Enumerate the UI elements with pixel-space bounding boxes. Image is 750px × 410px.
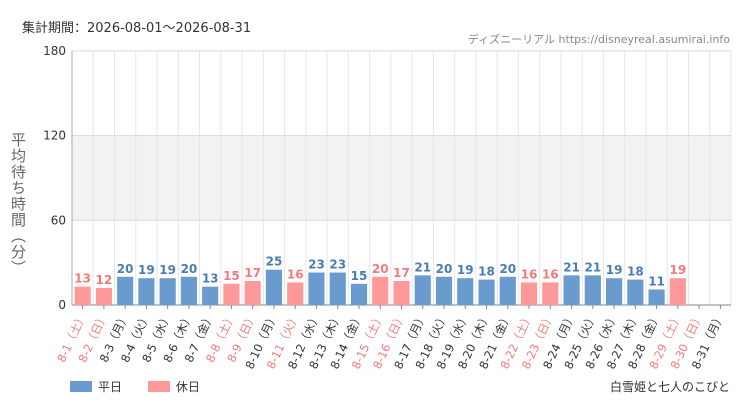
bar-value-label: 13: [74, 272, 91, 286]
bar-value-label: 23: [329, 258, 346, 272]
bar-value-label: 25: [266, 255, 283, 269]
bar-value-label: 15: [351, 269, 368, 283]
legend-weekday-label: 平日: [98, 380, 123, 394]
bar-value-label: 20: [181, 262, 198, 276]
bar-value-label: 19: [138, 263, 155, 277]
site-credit: ディズニーリアル https://disneyreal.asumirai.inf…: [467, 33, 730, 46]
legend-holiday-swatch: [147, 381, 170, 392]
y-tick-label: 120: [43, 129, 66, 143]
bar-value-label: 17: [244, 266, 261, 280]
bar: [372, 276, 389, 305]
bar-value-label: 15: [223, 269, 240, 283]
legend-holiday: 休日: [147, 378, 200, 395]
bar: [627, 279, 644, 305]
grid-band: [72, 135, 731, 221]
bar-value-label: 23: [308, 258, 325, 272]
bar-value-label: 17: [393, 266, 410, 280]
bar-value-label: 20: [436, 262, 453, 276]
bar-value-label: 21: [584, 260, 601, 274]
bar-value-label: 18: [478, 265, 495, 279]
bar: [180, 276, 197, 305]
bar: [202, 286, 219, 305]
bar: [287, 282, 304, 305]
bar: [457, 278, 474, 305]
bar: [499, 276, 516, 305]
bar: [414, 275, 431, 305]
legend-weekday-swatch: [70, 381, 92, 392]
bar-value-label: 19: [159, 263, 176, 277]
bar: [244, 281, 261, 305]
bar-value-label: 19: [606, 263, 623, 277]
bar: [542, 282, 559, 305]
y-tick-label: 60: [51, 213, 66, 227]
bar-value-label: 16: [521, 267, 538, 281]
bar: [329, 272, 346, 305]
period-text: 集計期間：2026-08-01～2026-08-31: [22, 21, 252, 36]
bar: [308, 272, 325, 305]
bar: [478, 279, 495, 305]
bar-value-label: 16: [542, 267, 559, 281]
bar-value-label: 19: [457, 263, 474, 277]
bar-value-label: 19: [670, 263, 687, 277]
bar-value-label: 20: [499, 262, 516, 276]
bar: [223, 283, 240, 305]
bar-value-label: 16: [287, 267, 304, 281]
attraction-name: 白雪姫と七人のこびと: [609, 380, 730, 394]
bar-value-label: 20: [117, 262, 134, 276]
legend-holiday-label: 休日: [175, 380, 200, 394]
bar: [606, 278, 623, 305]
bar: [350, 283, 368, 305]
legend: 平日 休日: [70, 378, 222, 395]
bar: [95, 288, 112, 305]
bar: [117, 276, 134, 305]
bar: [265, 269, 283, 305]
bar: [520, 282, 538, 305]
y-tick-label: 180: [43, 44, 66, 58]
bar: [669, 278, 686, 305]
bar: [393, 281, 410, 305]
bar: [648, 289, 665, 305]
bar-value-label: 18: [627, 265, 644, 279]
y-axis-label: 平均待ち時間（分）: [9, 132, 27, 276]
bar-value-label: 12: [96, 273, 113, 287]
bar: [435, 276, 453, 305]
bar-value-label: 13: [202, 272, 219, 286]
bar: [159, 278, 176, 305]
bar-value-label: 21: [414, 260, 431, 274]
bar: [584, 275, 601, 305]
bar: [563, 275, 580, 305]
bar-value-label: 21: [563, 260, 580, 274]
bar-value-label: 11: [648, 274, 665, 288]
bar: [74, 286, 91, 305]
bar-value-label: 20: [372, 262, 389, 276]
legend-weekday: 平日: [70, 378, 122, 395]
bar: [138, 278, 155, 305]
y-tick-label: 0: [58, 298, 66, 312]
